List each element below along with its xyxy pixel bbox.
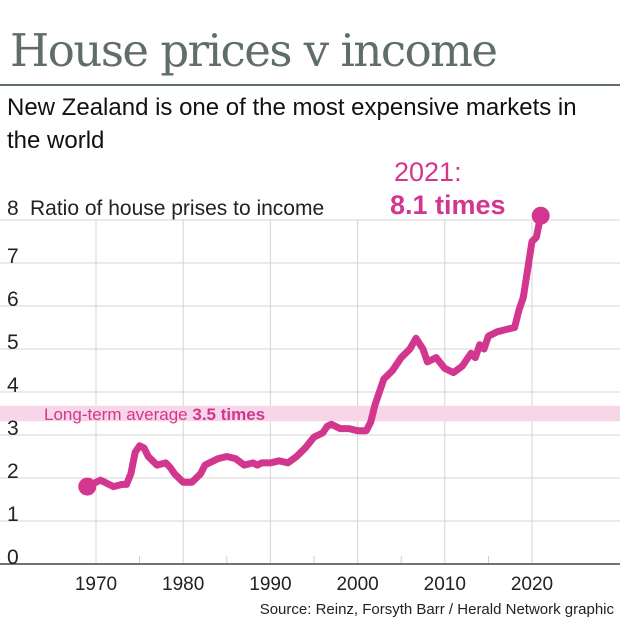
y-tick-label: 3 bbox=[7, 417, 19, 440]
y-tick-label: 7 bbox=[7, 245, 19, 268]
series-line bbox=[83, 212, 545, 491]
y-tick-label: 2 bbox=[7, 460, 19, 483]
x-tick-label: 1990 bbox=[249, 574, 291, 595]
y-tick-label: 1 bbox=[7, 503, 19, 526]
y-tick-label: 8 bbox=[7, 197, 19, 220]
y-axis-label: Ratio of house prises to income bbox=[30, 197, 324, 220]
y-tick-label: 6 bbox=[7, 288, 19, 311]
x-tick-label: 2000 bbox=[336, 574, 378, 595]
x-tick-label: 2020 bbox=[511, 574, 553, 595]
y-tick-label: 5 bbox=[7, 331, 19, 354]
long-term-average-band bbox=[0, 405, 620, 422]
x-tick-label: 2010 bbox=[424, 574, 466, 595]
start-point bbox=[78, 477, 97, 496]
end-point bbox=[531, 206, 550, 225]
grid bbox=[0, 219, 620, 565]
annotation-value: 8.1 times bbox=[390, 190, 506, 220]
chart-title: House prices v income bbox=[10, 24, 498, 77]
chart-subtitle: New Zealand is one of the most expensive… bbox=[7, 94, 577, 154]
source-note: Source: Reinz, Forsyth Barr / Herald Net… bbox=[260, 601, 615, 618]
y-tick-label: 0 bbox=[7, 546, 19, 569]
title-rule bbox=[0, 84, 620, 86]
y-ticks: 0 1 2 3 4 5 6 7 8 bbox=[7, 197, 19, 569]
annotation-year: 2021: bbox=[394, 157, 462, 187]
x-ticks: 1970 1980 1990 2000 2010 2020 bbox=[75, 574, 553, 595]
long-term-average-label: Long-term average 3.5 times bbox=[44, 405, 265, 424]
x-tick-label: 1980 bbox=[162, 574, 204, 595]
x-tick-label: 1970 bbox=[75, 574, 117, 595]
y-tick-label: 4 bbox=[7, 374, 19, 397]
